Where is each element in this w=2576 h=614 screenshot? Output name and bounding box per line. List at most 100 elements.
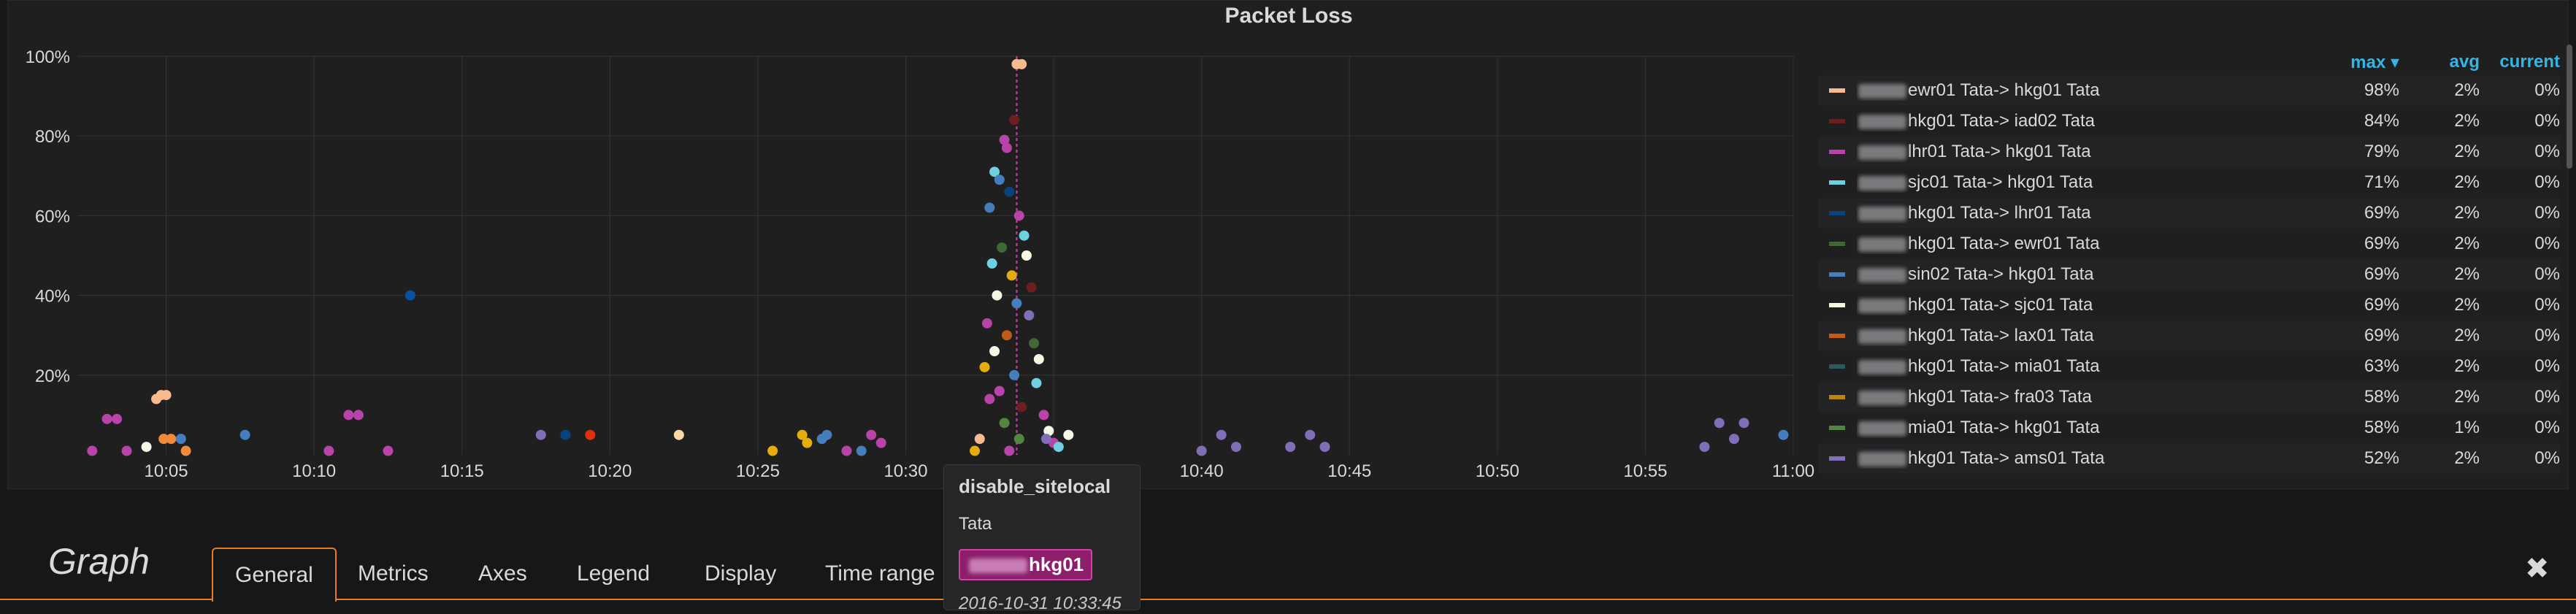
legend-header-max[interactable]: max ▾ <box>2350 52 2399 72</box>
legend-series-name[interactable]: hkg01 Tata-> lhr01 Tata <box>1857 203 2319 223</box>
legend-item[interactable]: ewr01 Tata-> hkg01 Tata 98% 2% 0% <box>1819 75 2560 106</box>
x-tick-label: 10:40 <box>1180 461 1224 481</box>
legend-item[interactable]: sjc01 Tata-> hkg01 Tata 71% 2% 0% <box>1819 167 2560 198</box>
tab-general[interactable]: General <box>212 548 337 602</box>
legend-series-name[interactable]: sjc01 Tata-> hkg01 Tata <box>1857 172 2319 193</box>
legend-item[interactable]: hkg01 Tata-> mia01 Tata 63% 2% 0% <box>1819 351 2560 382</box>
legend-header-current[interactable]: current <box>2499 52 2560 72</box>
data-point <box>981 318 992 329</box>
legend-max: 69% <box>2364 234 2399 253</box>
data-point <box>1009 369 1020 380</box>
data-point <box>1063 429 1074 440</box>
legend-swatch[interactable] <box>1829 242 1845 246</box>
legend-item[interactable]: hkg01 Tata-> ams01 Tata 52% 2% 0% <box>1819 443 2560 474</box>
data-point <box>1305 429 1316 440</box>
close-icon[interactable]: ✖ <box>2525 553 2550 585</box>
legend-swatch[interactable] <box>1829 180 1845 185</box>
legend-item[interactable]: hkg01 Tata-> lhr01 Tata 69% 2% 0% <box>1819 198 2560 229</box>
legend-current: 0% <box>2534 326 2560 345</box>
data-point <box>984 202 995 213</box>
x-tick-label: 10:45 <box>1327 461 1371 481</box>
data-point <box>323 445 334 456</box>
data-point <box>821 429 832 440</box>
legend-series-name[interactable]: lhr01 Tata-> hkg01 Tata <box>1857 142 2319 162</box>
legend-scrollbar[interactable] <box>2567 45 2572 169</box>
legend-avg: 2% <box>2454 142 2480 161</box>
legend-series-name[interactable]: sin02 Tata-> hkg01 Tata <box>1857 264 2319 285</box>
data-point <box>1001 142 1012 153</box>
legend-max: 69% <box>2364 264 2399 284</box>
legend-series-name[interactable]: hkg01 Tata-> sjc01 Tata <box>1857 295 2319 315</box>
data-point <box>997 242 1008 253</box>
legend-current: 0% <box>2534 80 2560 100</box>
legend-header-avg[interactable]: avg <box>2449 52 2480 72</box>
legend-swatch[interactable] <box>1829 426 1845 430</box>
data-point <box>87 445 98 456</box>
panel-type-label: Graph <box>48 541 150 582</box>
tab-time-range[interactable]: Time range <box>825 561 935 586</box>
legend-swatch[interactable] <box>1829 119 1845 123</box>
panel-title[interactable]: Packet Loss <box>1224 4 1353 28</box>
data-point <box>994 385 1005 396</box>
legend-series-label: hkg01 Tata-> mia01 Tata <box>1908 356 2100 376</box>
legend-rows: ewr01 Tata-> hkg01 Tata 98% 2% 0% hkg01 Tata… <box>1819 75 2560 474</box>
x-tick-label: 11:00 <box>1772 461 1814 481</box>
legend-series-name[interactable]: hkg01 Tata-> ewr01 Tata <box>1857 234 2319 254</box>
tab-display[interactable]: Display <box>705 561 777 586</box>
redacted-text <box>1858 329 1906 344</box>
data-point <box>1285 442 1296 453</box>
data-point <box>1728 434 1739 445</box>
legend-item[interactable]: sin02 Tata-> hkg01 Tata 69% 2% 0% <box>1819 259 2560 290</box>
legend-swatch[interactable] <box>1829 364 1845 369</box>
legend-max: 69% <box>2364 326 2399 345</box>
legend-series-name[interactable]: hkg01 Tata-> lax01 Tata <box>1857 326 2319 346</box>
data-point <box>1319 442 1330 453</box>
data-point <box>1040 434 1051 445</box>
data-point <box>1001 330 1012 341</box>
legend-item[interactable]: hkg01 Tata-> iad02 Tata 84% 2% 0% <box>1819 106 2560 137</box>
legend-series-name[interactable]: mia01 Tata-> hkg01 Tata <box>1857 418 2319 438</box>
legend-swatch[interactable] <box>1829 211 1845 215</box>
legend-current: 0% <box>2534 356 2560 376</box>
legend-item[interactable]: mia01 Tata-> hkg01 Tata 58% 1% 0% <box>1819 412 2560 443</box>
legend-swatch[interactable] <box>1829 272 1845 277</box>
legend-item[interactable]: hkg01 Tata-> lax01 Tata 69% 2% 0% <box>1819 321 2560 351</box>
data-point <box>560 429 571 440</box>
legend-max: 52% <box>2364 448 2399 468</box>
legend-item[interactable]: lhr01 Tata-> hkg01 Tata 79% 2% 0% <box>1819 137 2560 167</box>
legend-series-name[interactable]: hkg01 Tata-> mia01 Tata <box>1857 356 2319 377</box>
legend-swatch[interactable] <box>1829 88 1845 93</box>
data-point <box>121 445 132 456</box>
data-point <box>239 429 250 440</box>
legend-avg: 2% <box>2454 80 2480 100</box>
legend-series-name[interactable]: hkg01 Tata-> fra03 Tata <box>1857 387 2319 407</box>
legend-series-label: hkg01 Tata-> ams01 Tata <box>1908 448 2105 468</box>
legend-avg: 2% <box>2454 448 2480 468</box>
legend-series-name[interactable]: hkg01 Tata-> ams01 Tata <box>1857 448 2319 469</box>
legend-swatch[interactable] <box>1829 395 1845 399</box>
data-point <box>1026 282 1037 293</box>
data-point <box>1714 418 1725 429</box>
tab-metrics[interactable]: Metrics <box>358 561 429 586</box>
legend-item[interactable]: hkg01 Tata-> sjc01 Tata 69% 2% 0% <box>1819 290 2560 321</box>
data-point <box>989 346 1000 357</box>
legend-item[interactable]: hkg01 Tata-> fra03 Tata 58% 2% 0% <box>1819 382 2560 412</box>
data-point <box>979 361 990 372</box>
legend-series-label: hkg01 Tata-> fra03 Tata <box>1908 387 2092 407</box>
legend-swatch[interactable] <box>1829 334 1845 338</box>
legend-swatch[interactable] <box>1829 456 1845 461</box>
y-tick-label: 100% <box>26 47 70 67</box>
legend-series-name[interactable]: hkg01 Tata-> iad02 Tata <box>1857 111 2319 131</box>
legend-item[interactable]: hkg01 Tata-> ewr01 Tata 69% 2% 0% <box>1819 229 2560 259</box>
redacted-text <box>1858 175 1906 191</box>
legend-avg: 2% <box>2454 111 2480 131</box>
legend-series-name[interactable]: ewr01 Tata-> hkg01 Tata <box>1857 80 2319 101</box>
data-point <box>1021 250 1032 261</box>
tab-axes[interactable]: Axes <box>478 561 527 586</box>
data-point <box>1019 230 1030 241</box>
tab-legend[interactable]: Legend <box>577 561 651 586</box>
legend-swatch[interactable] <box>1829 150 1845 154</box>
legend-swatch[interactable] <box>1829 303 1845 307</box>
data-point <box>992 290 1003 301</box>
data-point <box>1024 310 1035 321</box>
